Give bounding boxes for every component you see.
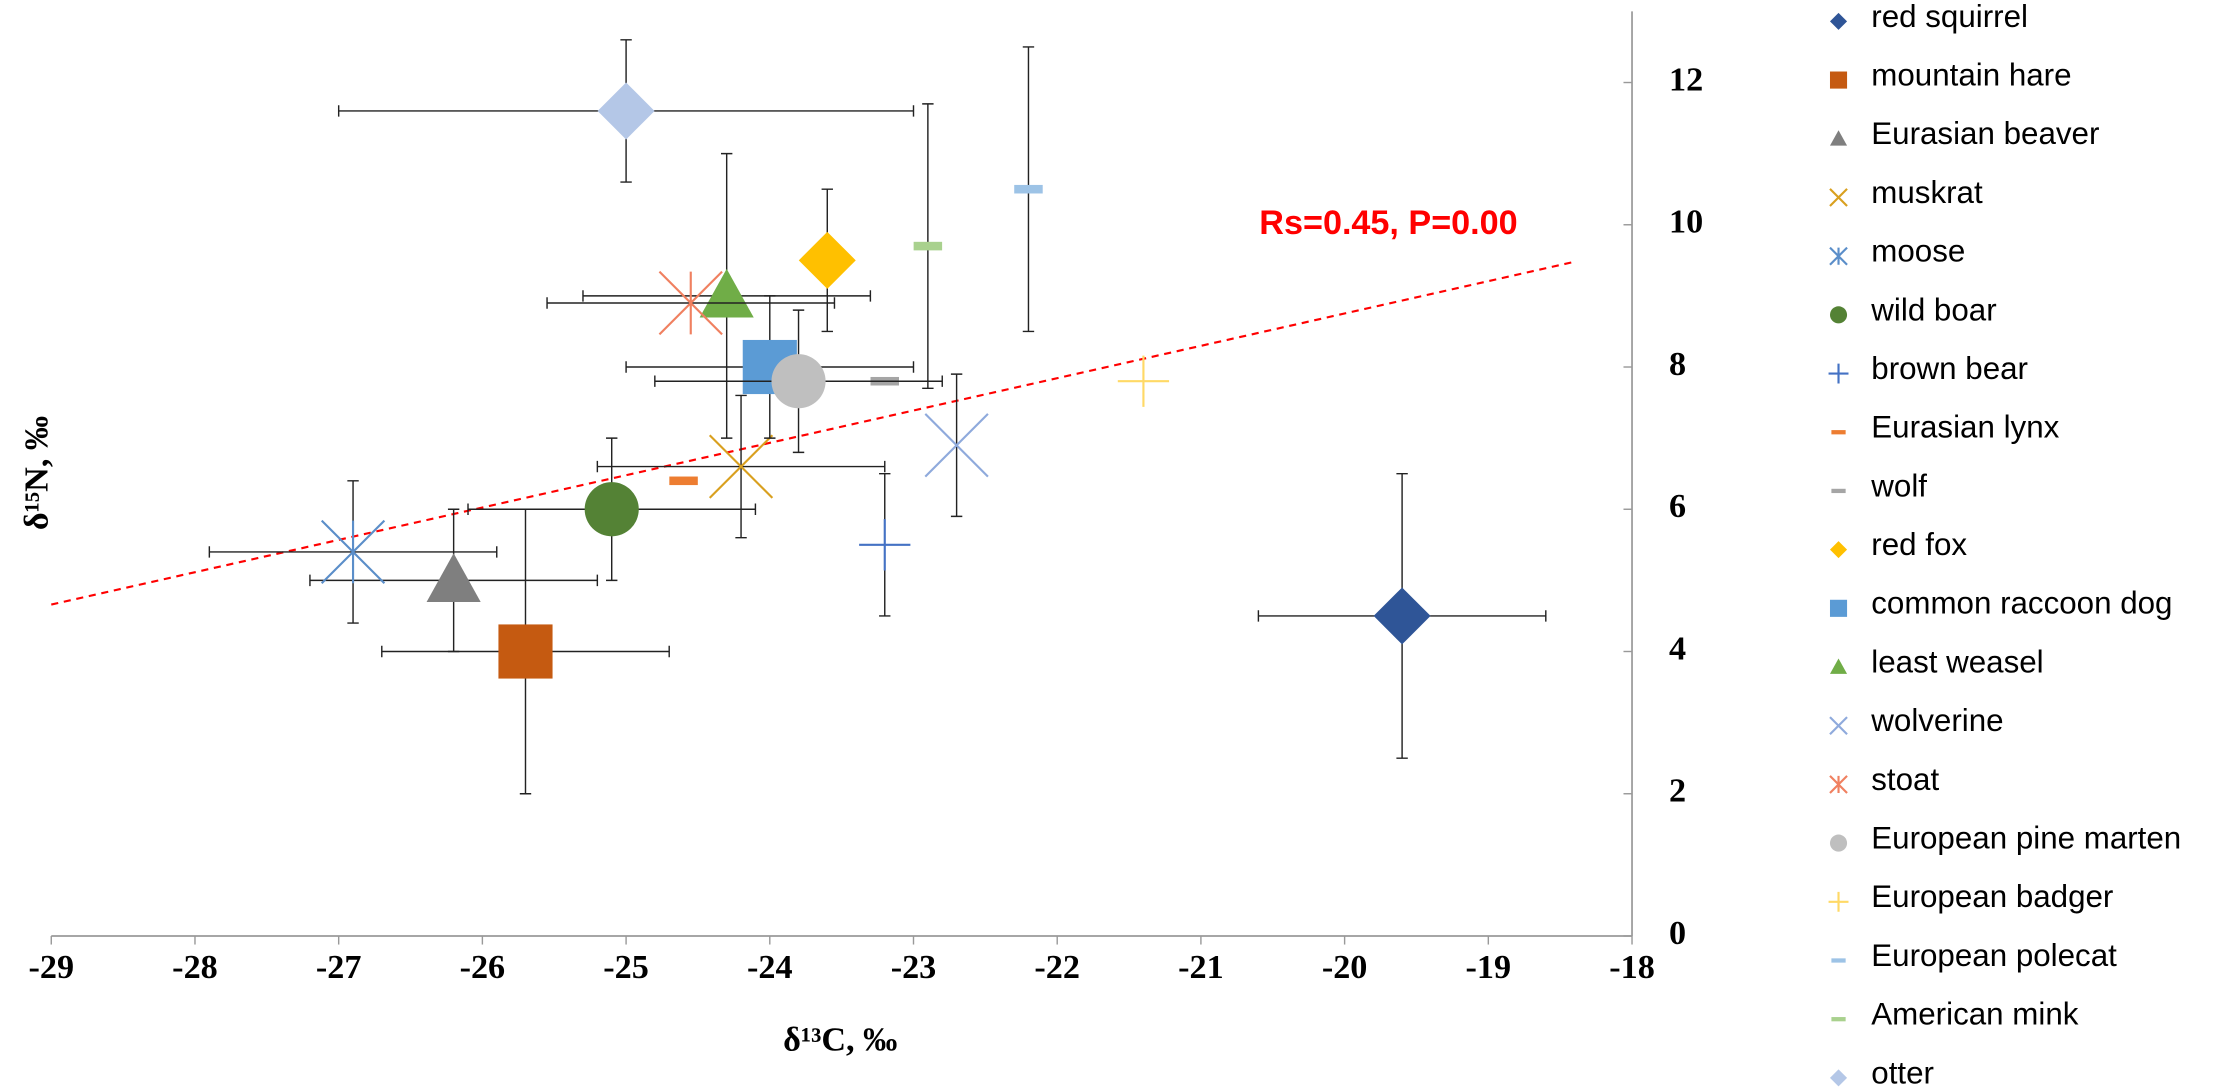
marker: [708, 434, 774, 499]
marker: [669, 476, 698, 486]
legend-label: European badger: [1871, 879, 2113, 914]
legend-label: otter: [1871, 1055, 1934, 1087]
legend-label: wolverine: [1870, 703, 2003, 738]
marker: [798, 231, 856, 289]
x-tick-label: -24: [747, 949, 793, 986]
marker: [771, 354, 826, 409]
y-axis-label: δ¹⁵N, ‰: [19, 416, 56, 530]
marker: [1831, 430, 1846, 435]
x-tick-label: -22: [1034, 949, 1080, 986]
marker: [1829, 71, 1848, 89]
legend-label: red fox: [1871, 527, 1967, 562]
legend-label: red squirrel: [1871, 0, 2028, 34]
marker: [1831, 1017, 1846, 1022]
y-tick-label: 6: [1669, 488, 1686, 525]
x-tick-label: -21: [1178, 949, 1224, 986]
x-tick-label: -27: [316, 949, 362, 986]
marker: [1829, 130, 1848, 146]
marker: [1829, 716, 1848, 736]
x-axis-label: δ¹³C, ‰: [783, 1022, 897, 1059]
annotation: Rs=0.45, P=0.00: [1259, 204, 1517, 242]
marker: [1829, 834, 1848, 852]
marker: [1373, 587, 1431, 645]
marker: [1831, 488, 1846, 494]
marker: [1831, 958, 1846, 963]
marker: [498, 624, 553, 679]
legend-label: moose: [1871, 234, 1965, 269]
legend-label: stoat: [1871, 762, 1939, 797]
y-tick-label: 4: [1669, 630, 1686, 667]
marker: [1829, 599, 1848, 617]
marker: [658, 270, 723, 336]
y-tick-label: 2: [1669, 773, 1686, 810]
marker: [924, 413, 989, 478]
legend-label: American mink: [1871, 997, 2078, 1032]
marker: [584, 482, 639, 537]
marker: [320, 519, 386, 585]
x-tick-label: -23: [891, 949, 937, 986]
legend-label: wild boar: [1870, 292, 1996, 327]
marker: [859, 519, 911, 571]
x-tick-label: -20: [1322, 949, 1368, 986]
y-tick-label: 10: [1669, 204, 1703, 241]
x-tick-label: -25: [603, 949, 649, 986]
legend-label: European polecat: [1871, 938, 2117, 973]
marker: [913, 241, 943, 251]
legend-label: muskrat: [1871, 175, 1983, 210]
marker: [1829, 12, 1848, 30]
legend-label: least weasel: [1871, 644, 2043, 679]
legend-label: Eurasian beaver: [1871, 116, 2099, 151]
legend-label: wolf: [1870, 468, 1927, 503]
marker: [1829, 1069, 1848, 1087]
marker: [1829, 775, 1848, 794]
marker: [1828, 891, 1849, 912]
legend-label: Eurasian lynx: [1871, 410, 2059, 445]
x-tick-label: -19: [1466, 949, 1512, 986]
y-tick-label: 0: [1669, 915, 1686, 952]
y-tick-label: 12: [1669, 61, 1703, 98]
marker: [1829, 246, 1848, 266]
y-tick-label: 8: [1669, 346, 1686, 383]
marker: [426, 553, 481, 603]
marker: [1829, 306, 1848, 324]
marker: [1829, 541, 1848, 559]
legend-label: common raccoon dog: [1871, 586, 2172, 621]
marker: [699, 268, 754, 318]
marker: [1014, 184, 1043, 194]
trend-line: [51, 260, 1575, 606]
legend-label: brown bear: [1871, 351, 2028, 386]
x-tick-label: -18: [1609, 949, 1655, 986]
marker: [1828, 363, 1849, 384]
marker: [1829, 658, 1848, 674]
legend-label: mountain hare: [1871, 57, 2071, 92]
marker: [1117, 355, 1170, 407]
legend-label: European pine marten: [1871, 821, 2181, 856]
x-tick-label: -28: [172, 949, 218, 986]
x-tick-label: -29: [28, 949, 74, 986]
marker: [1829, 188, 1848, 207]
x-tick-label: -26: [460, 949, 506, 986]
marker: [597, 82, 655, 140]
